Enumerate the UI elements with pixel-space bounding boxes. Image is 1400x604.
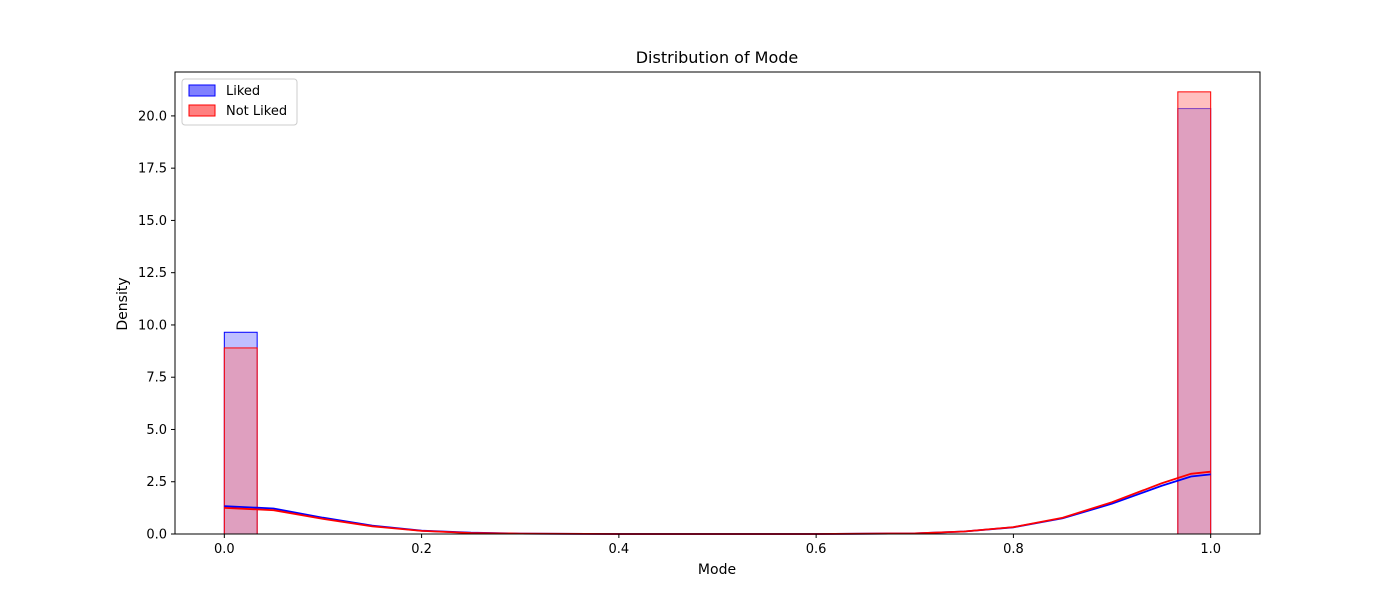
- legend-label-not-liked: Not Liked: [226, 104, 287, 119]
- chart-title: Distribution of Mode: [636, 48, 799, 67]
- y-tick-label: 17.5: [138, 162, 167, 177]
- y-tick-label: 2.5: [146, 475, 167, 490]
- y-tick-label: 12.5: [138, 266, 167, 281]
- y-axis: 0.0 2.5 5.0 7.5 10.0 12.5 15.0 17.5 20.0: [138, 109, 175, 543]
- x-tick-label: 0.6: [806, 542, 827, 557]
- bar-not-liked-1: [1177, 91, 1212, 535]
- y-tick-label: 7.5: [146, 371, 167, 386]
- legend-swatch-liked: [188, 84, 216, 97]
- kde-layer: [224, 470, 1211, 535]
- x-tick-label: 0.8: [1003, 542, 1024, 557]
- kde-line-liked: [224, 473, 1211, 535]
- plot-frame: [174, 71, 1261, 535]
- y-tick-label: 10.0: [138, 318, 167, 333]
- y-tick-label: 5.0: [146, 423, 167, 438]
- y-tick-label: 20.0: [138, 109, 167, 124]
- y-tick-label: 15.0: [138, 214, 167, 229]
- x-tick-label: 0.0: [214, 542, 235, 557]
- x-tick-label: 0.2: [411, 542, 432, 557]
- x-tick-label: 1.0: [1200, 542, 1221, 557]
- bars-layer: [223, 91, 1212, 535]
- legend: Liked Not Liked: [181, 78, 298, 126]
- y-axis-label: Density: [115, 277, 131, 330]
- kde-line-not-liked: [224, 470, 1211, 535]
- x-axis-label: Mode: [698, 562, 736, 578]
- x-tick-label: 0.4: [609, 542, 630, 557]
- legend-label-liked: Liked: [226, 84, 260, 99]
- bar-not-liked-0: [223, 347, 258, 535]
- y-tick-label: 0.0: [146, 528, 167, 543]
- x-axis: 0.0 0.2 0.4 0.6 0.8 1.0: [214, 534, 1221, 557]
- legend-swatch-not-liked: [188, 104, 216, 117]
